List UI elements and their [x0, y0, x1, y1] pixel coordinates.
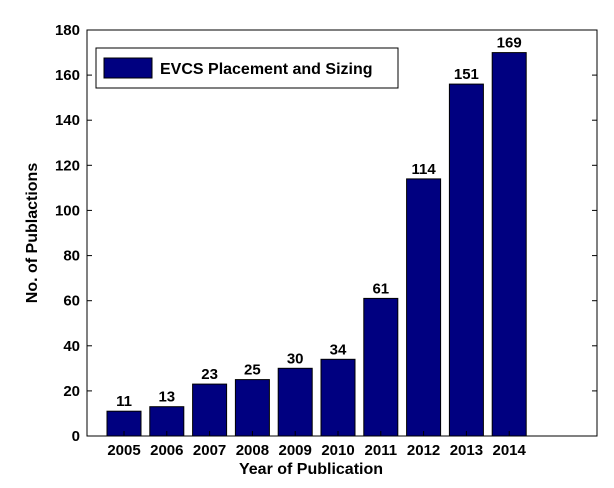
y-tick-label-40: 40: [63, 338, 80, 355]
x-tick-label-2005: 2005: [107, 442, 140, 459]
legend: EVCS Placement and Sizing: [95, 47, 399, 89]
bar-2007: [192, 383, 228, 437]
x-tick-label-2008: 2008: [236, 442, 269, 459]
x-tick-label-2011: 2011: [365, 442, 398, 459]
plot-frame: [86, 29, 598, 437]
data-label-group: 11 13 23 25 30 34 61 114 151 169: [116, 35, 522, 411]
y-axis-ticks: 0 20 40 60 80 100 120 140 160 180: [55, 22, 597, 445]
x-axis-label: Year of Publication: [239, 461, 383, 478]
y-tick-label-180: 180: [55, 22, 80, 39]
legend-label: EVCS Placement and Sizing: [160, 61, 373, 78]
data-label-2010: 34: [330, 341, 347, 358]
y-tick-label-60: 60: [63, 293, 80, 310]
bar-2009: [277, 367, 313, 437]
y-tick-label-80: 80: [63, 248, 80, 265]
data-label-2013: 151: [454, 66, 479, 83]
x-tick-label-2014: 2014: [493, 442, 527, 459]
x-tick-label-2012: 2012: [407, 442, 440, 459]
legend-swatch: [103, 57, 153, 79]
data-label-2009: 30: [287, 350, 304, 367]
bar-2014: [491, 52, 527, 437]
y-tick-label-20: 20: [63, 383, 80, 400]
y-tick-label-100: 100: [55, 202, 80, 219]
data-label-2014: 169: [497, 35, 522, 52]
x-tick-label-2006: 2006: [150, 442, 183, 459]
y-tick-label-0: 0: [72, 428, 80, 445]
y-tick-label-120: 120: [55, 157, 80, 174]
x-axis-ticks: 2005 2006 2007 2008 2009 2010 2011 2012 2013 2014: [107, 431, 527, 459]
x-tick-label-2007: 2007: [193, 442, 226, 459]
bar-2013: [448, 83, 484, 437]
y-axis-label: No. of Publactions: [24, 163, 41, 304]
y-tick-label-160: 160: [55, 67, 80, 84]
data-label-2006: 13: [158, 389, 175, 406]
x-tick-label-2009: 2009: [279, 442, 312, 459]
data-label-2012: 114: [411, 161, 436, 178]
data-label-2011: 61: [372, 280, 389, 297]
bar-2008: [234, 379, 270, 437]
y-tick-label-140: 140: [55, 112, 80, 129]
data-label-2008: 25: [244, 362, 261, 379]
x-tick-label-2010: 2010: [321, 442, 354, 459]
bar-2012: [406, 178, 442, 437]
bar-2011: [363, 297, 399, 437]
data-label-2007: 23: [201, 366, 218, 383]
bar-group: [106, 52, 527, 437]
x-tick-label-2013: 2013: [450, 442, 483, 459]
data-label-2005: 11: [116, 393, 132, 410]
bar-2010: [320, 358, 356, 437]
